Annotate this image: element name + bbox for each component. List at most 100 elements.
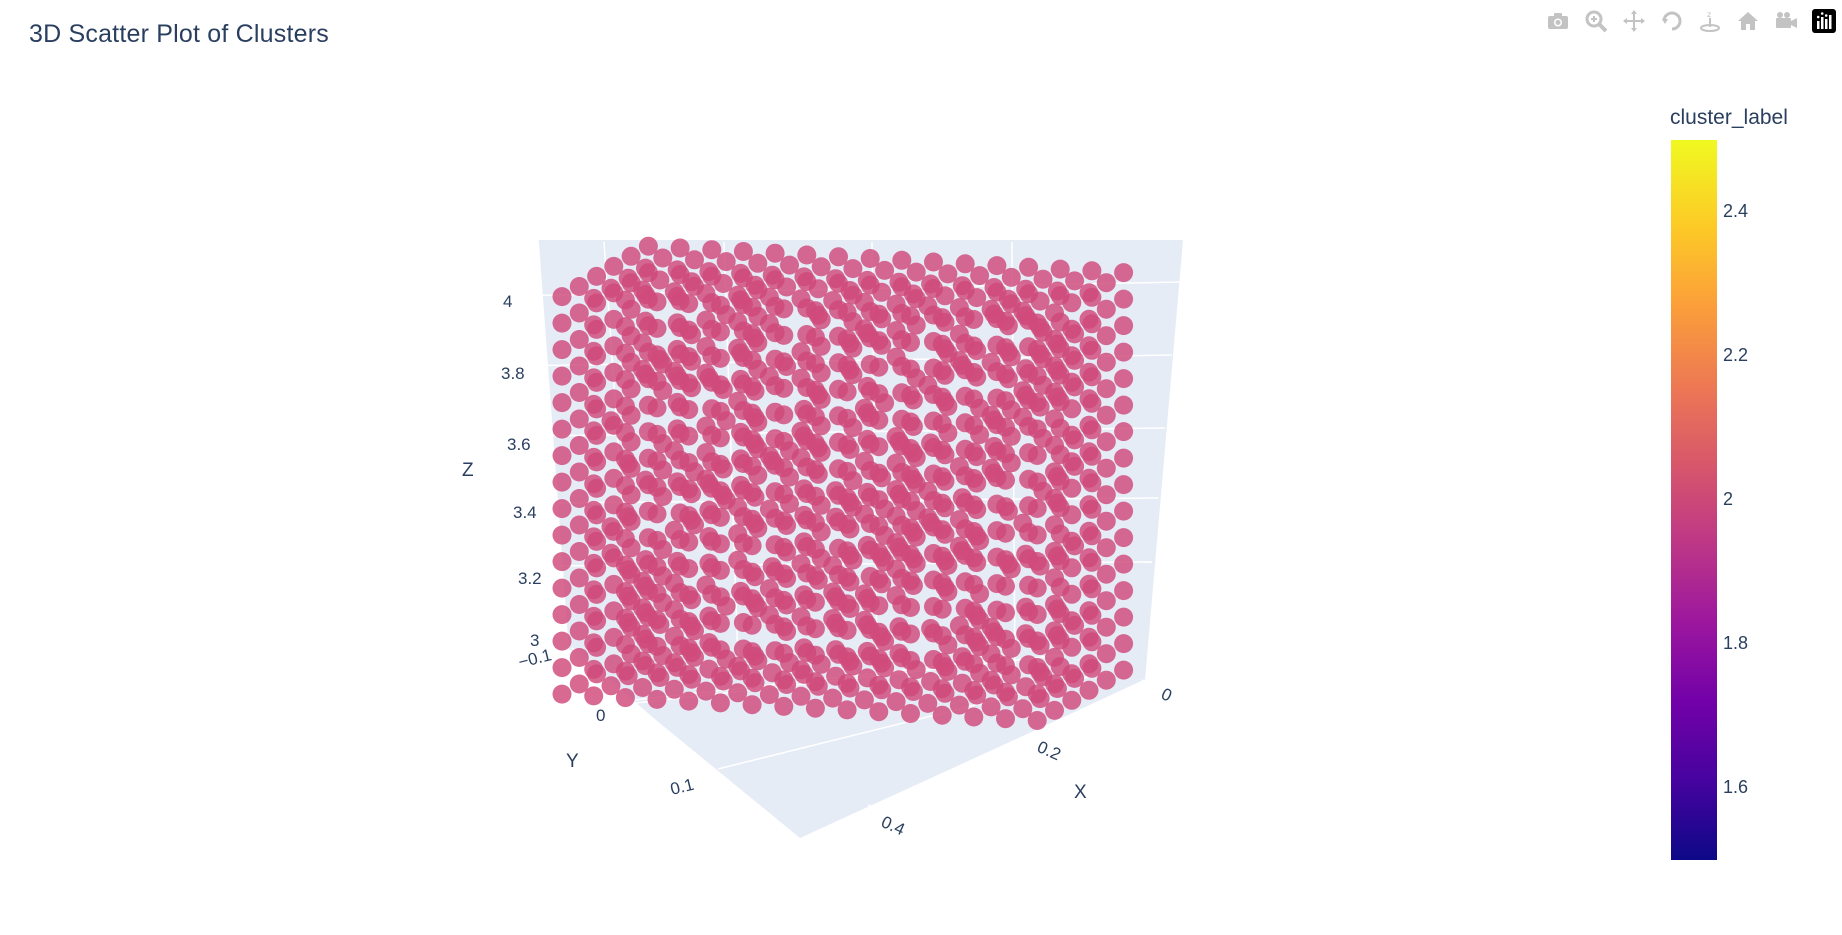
scatter-point <box>587 611 607 631</box>
scatter-point <box>748 598 768 618</box>
chart-title: 3D Scatter Plot of Clusters <box>29 20 329 48</box>
scatter-point <box>1033 322 1053 342</box>
scatter-point <box>970 610 990 630</box>
scatter-point <box>1019 469 1039 489</box>
scatter-point <box>748 253 768 273</box>
scatter-point <box>955 280 975 300</box>
scatter-point <box>892 568 912 588</box>
scatter-point <box>970 266 990 286</box>
scatter-point <box>748 412 768 432</box>
scatter-point <box>702 478 722 498</box>
scatter-point <box>670 397 690 417</box>
scatter-point <box>860 646 880 666</box>
scatter-point <box>653 646 673 665</box>
scatter-point <box>733 507 753 526</box>
camera-icon <box>1548 13 1568 29</box>
scatter-point <box>604 468 624 488</box>
scatter-point <box>829 353 848 373</box>
scatter-point <box>1082 314 1102 334</box>
scatter-point <box>1033 375 1053 395</box>
scatter-point <box>829 512 848 532</box>
scatter-point <box>670 530 690 549</box>
scatter-point <box>970 663 990 683</box>
orbit-rotation-button[interactable] <box>1658 7 1686 35</box>
scatter-point <box>840 678 860 698</box>
scatter-point <box>716 305 736 325</box>
scatter-point <box>938 555 958 575</box>
scatter-point <box>587 664 607 684</box>
z-axis-title: Z <box>462 460 474 481</box>
scatter-point <box>906 448 926 468</box>
scatter-point <box>1019 496 1039 516</box>
scatter-point <box>604 309 624 329</box>
pan-button[interactable] <box>1620 7 1648 35</box>
scatter-point <box>1019 337 1039 357</box>
scatter-point <box>967 685 987 705</box>
scatter-point <box>924 358 943 378</box>
z-tick-3.2: 3.2 <box>518 569 542 588</box>
scatter-point <box>733 295 753 314</box>
reset-camera-last-save-button[interactable] <box>1772 7 1800 35</box>
scatter-point <box>955 625 975 645</box>
scatter-point <box>794 664 814 684</box>
scatter-point <box>1001 453 1021 473</box>
scatter-point <box>1013 699 1033 719</box>
scatter-point <box>621 644 641 664</box>
scatter-point <box>1019 257 1039 277</box>
scatter-point <box>797 616 817 636</box>
scatter-point <box>829 538 848 558</box>
scatter-point <box>1096 352 1116 372</box>
scatter-point <box>710 693 730 713</box>
scatter-point <box>653 434 673 453</box>
scatter-point <box>906 474 926 494</box>
scatter-point <box>924 305 943 325</box>
scatter-point <box>1114 634 1134 654</box>
scatter-point <box>987 415 1007 435</box>
scatter-point <box>670 318 690 337</box>
scatter-point <box>1082 579 1102 599</box>
download-png-button[interactable] <box>1544 7 1572 35</box>
scatter-point <box>955 333 975 353</box>
scatter-point <box>670 291 690 311</box>
scatter-point <box>892 436 912 456</box>
scatter-point <box>733 242 753 261</box>
scatter-point <box>924 438 943 457</box>
scatter-point <box>808 676 828 696</box>
turntable-rotation-button[interactable]: z <box>1696 7 1724 35</box>
scatter-point <box>569 436 589 455</box>
scatter-point <box>636 656 655 676</box>
scatter-point <box>901 704 920 723</box>
scatter-point <box>552 631 572 651</box>
scatter-point <box>1114 422 1134 442</box>
scatter-point <box>716 411 736 431</box>
scatter-point <box>797 431 817 450</box>
scatter-point <box>604 548 624 568</box>
scatter-point <box>811 654 831 674</box>
scatter-point <box>987 521 1007 541</box>
scatter-point <box>1019 284 1039 304</box>
scatter-point <box>670 371 690 390</box>
scatter-point <box>1096 511 1116 531</box>
scatter-point <box>587 372 607 392</box>
scatter-point <box>552 658 572 678</box>
scatter-point <box>765 402 785 422</box>
reset-camera-default-button[interactable] <box>1734 7 1762 35</box>
scatter-point <box>955 386 975 406</box>
scatter-point <box>892 621 912 641</box>
scatter-point <box>906 660 926 680</box>
home-icon <box>1738 12 1758 30</box>
scatter-point <box>1001 294 1021 314</box>
scatter-point <box>552 313 572 333</box>
scatter-point <box>924 650 943 669</box>
scatter-point <box>984 675 1004 695</box>
zoom-button[interactable] <box>1582 7 1610 35</box>
scatter-point <box>604 389 624 409</box>
plotly-logo-button[interactable] <box>1810 7 1838 35</box>
scatter-point <box>670 503 690 523</box>
scatter-point <box>638 475 658 495</box>
scatter-point <box>1082 446 1102 466</box>
scatter-point <box>679 691 699 711</box>
y-tick-neg0.1: −0.1 <box>516 645 553 672</box>
scatter-point <box>987 441 1007 461</box>
